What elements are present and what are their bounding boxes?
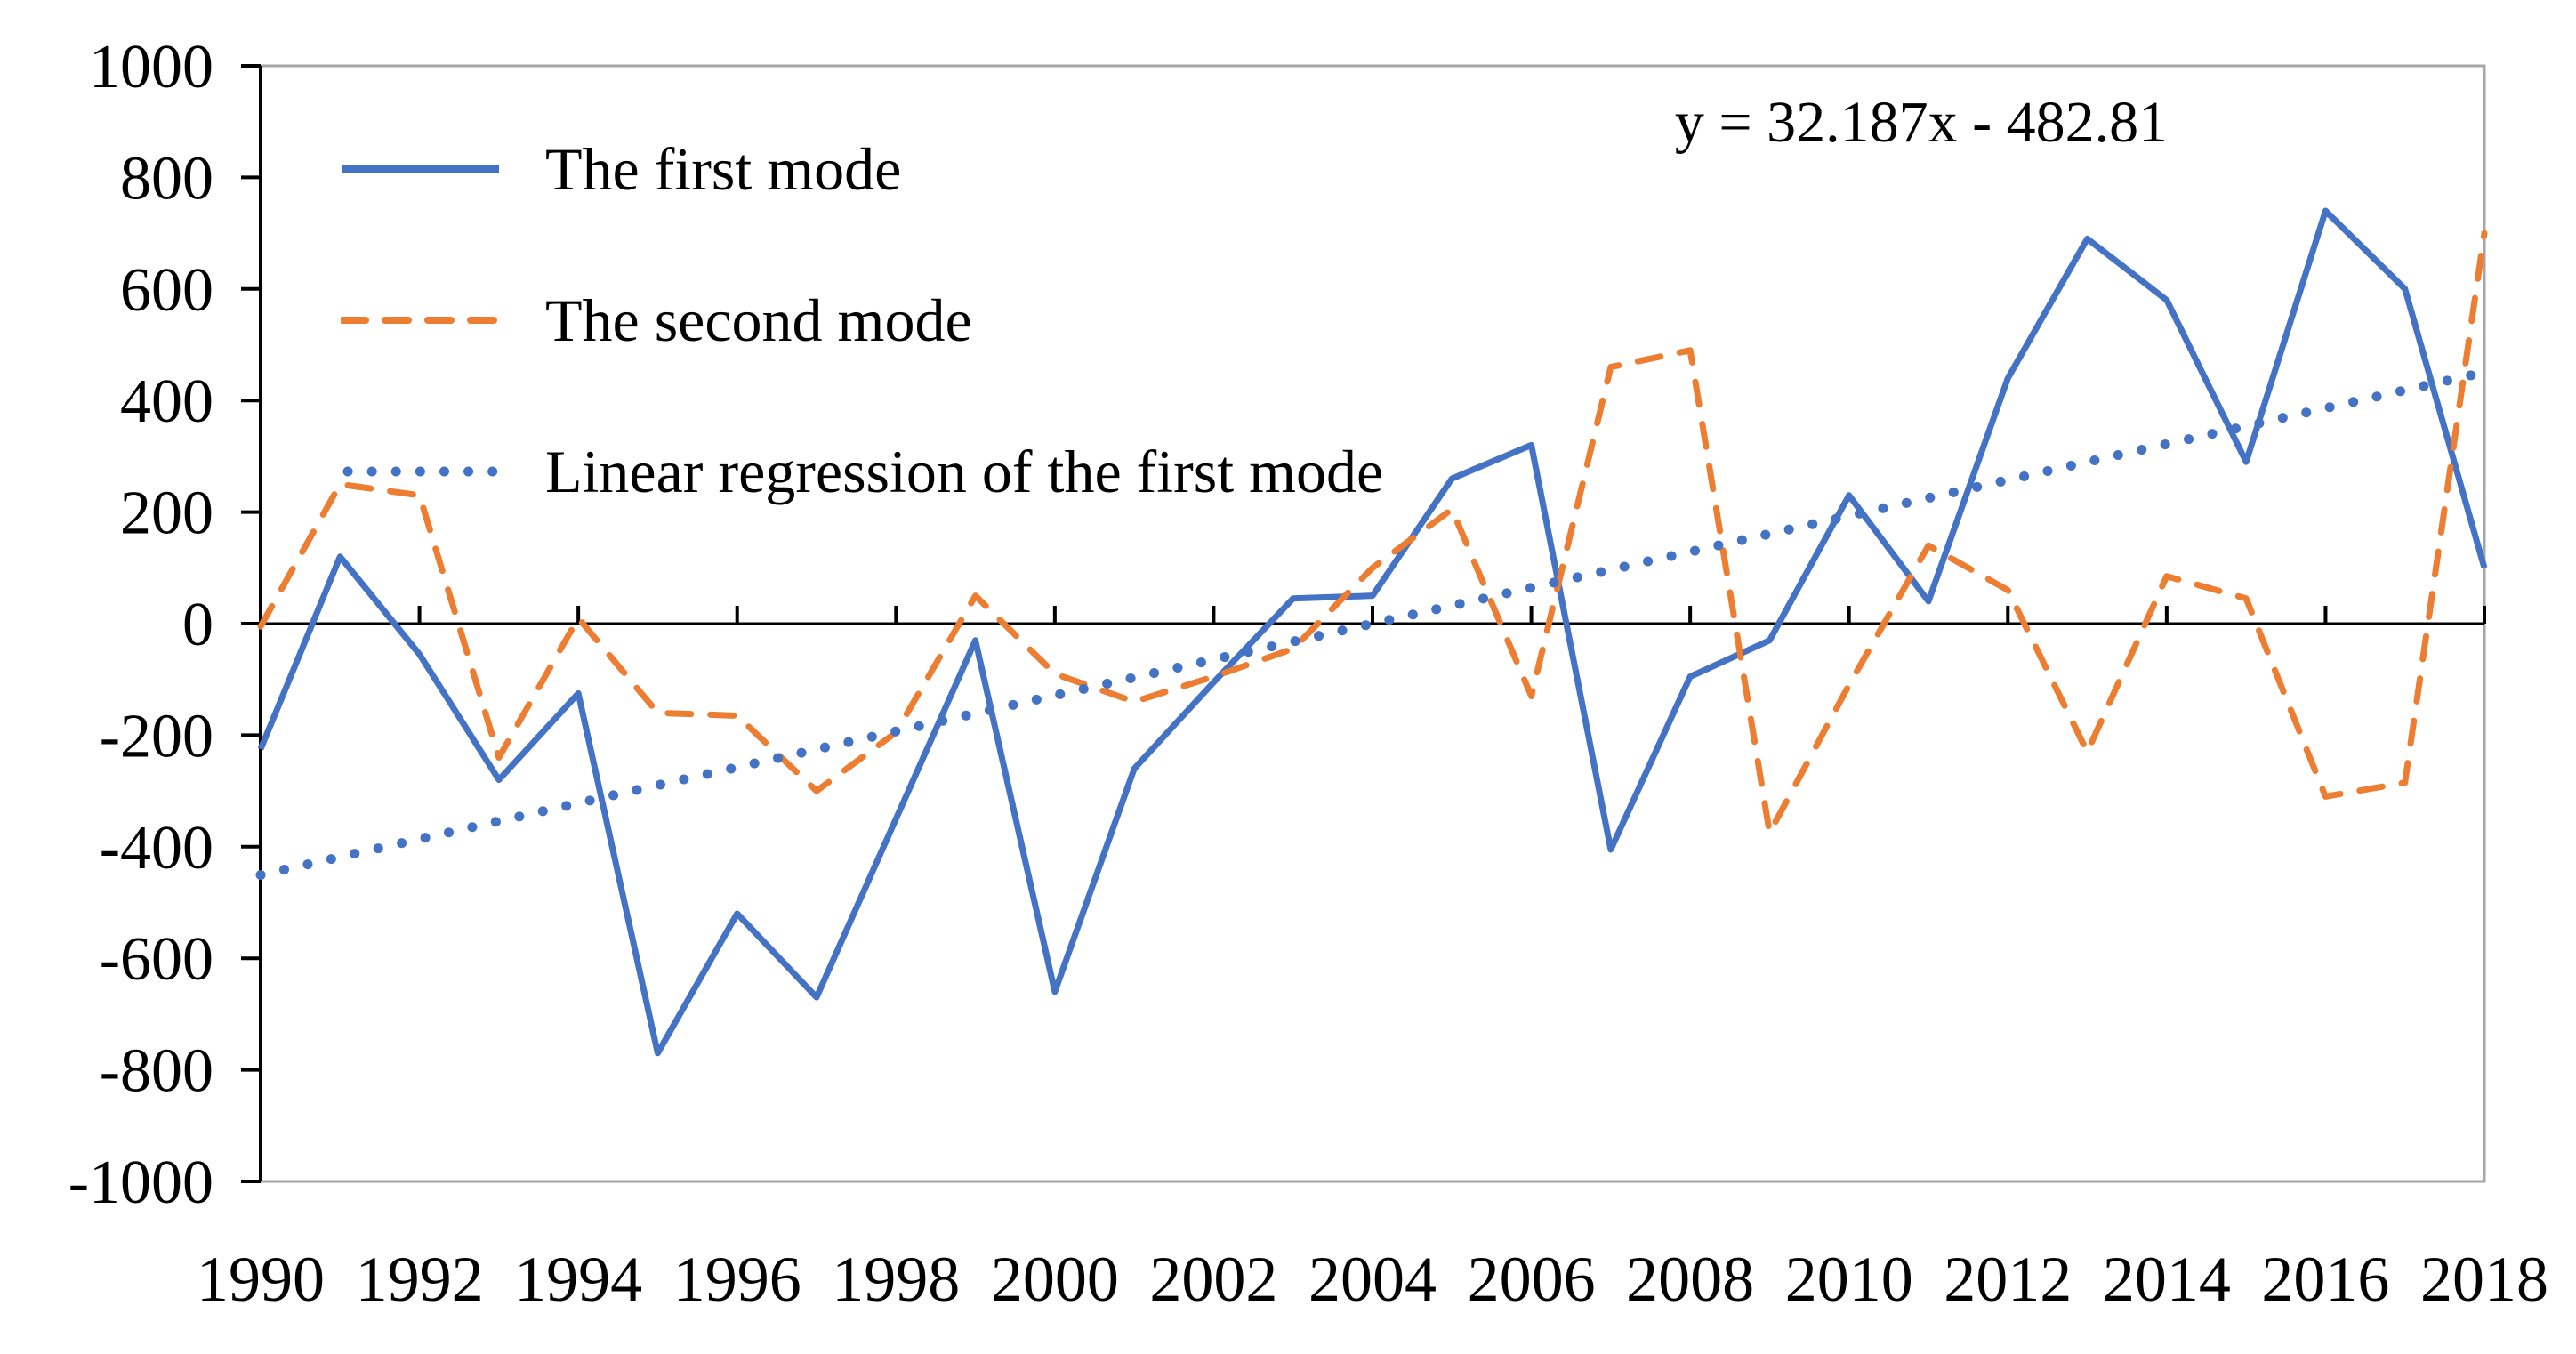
x-axis-label: 1992 xyxy=(356,1244,484,1315)
legend-label-first-mode: The first mode xyxy=(545,134,902,203)
y-axis-label: -1000 xyxy=(68,1148,213,1217)
x-axis-label: 1998 xyxy=(832,1244,960,1315)
x-axis-label: 2006 xyxy=(1468,1244,1596,1315)
y-axis-label: 800 xyxy=(120,144,213,213)
x-axis-label: 2008 xyxy=(1626,1244,1754,1315)
y-axis-label: 200 xyxy=(120,480,213,548)
x-axis-label: 2012 xyxy=(1944,1244,2072,1315)
legend-swatch-first-mode-line xyxy=(342,165,499,173)
legend-swatch-regression-line xyxy=(342,466,501,477)
x-axis-label: 2000 xyxy=(991,1244,1119,1315)
legend-swatch-second-mode-line xyxy=(341,317,501,324)
first-mode-line xyxy=(257,207,2488,1057)
y-axis-label: -200 xyxy=(100,702,213,770)
legend-item-second-mode: The second mode xyxy=(341,280,1383,360)
x-axis-label: 2018 xyxy=(2420,1244,2548,1315)
legend-item-regression: Linear regression of the first mode xyxy=(341,431,1383,512)
legend-label-second-mode: The second mode xyxy=(545,286,972,354)
x-axis-label: 2014 xyxy=(2103,1244,2231,1315)
regression-line xyxy=(255,367,2490,881)
y-axis-label: 400 xyxy=(120,367,213,436)
second-mode-line xyxy=(257,230,2488,836)
trendline-equation: y = 32.187x - 482.81 xyxy=(1674,90,2169,155)
y-axis-label: 600 xyxy=(120,256,213,325)
y-axis-label: -600 xyxy=(100,925,213,994)
x-axis-label: 1996 xyxy=(673,1244,801,1315)
y-axis-label: 0 xyxy=(182,591,213,659)
legend-label-regression: Linear regression of the first mode xyxy=(545,437,1384,505)
legend: The first mode The second mode Linear re… xyxy=(341,129,1383,512)
y-axis-label: 1000 xyxy=(89,33,213,101)
x-axis-label: 1990 xyxy=(197,1244,325,1315)
x-axis-label: 2004 xyxy=(1308,1244,1437,1315)
x-axis-label: 2002 xyxy=(1149,1244,1277,1315)
x-axis-label: 2016 xyxy=(2261,1244,2389,1315)
y-axis-label: -400 xyxy=(100,814,213,883)
x-axis-label: 2010 xyxy=(1785,1244,1913,1315)
x-axis-label: 1994 xyxy=(514,1244,642,1315)
y-axis-label: -800 xyxy=(100,1037,213,1106)
legend-item-first-mode: The first mode xyxy=(341,129,1383,209)
